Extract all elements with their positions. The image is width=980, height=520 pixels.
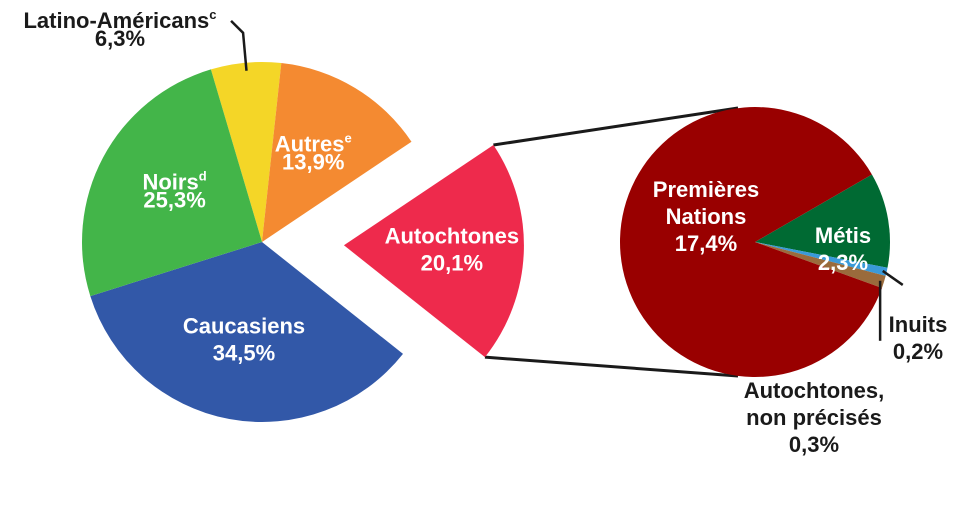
main-pie xyxy=(82,62,524,423)
slice-caucasiens xyxy=(90,242,403,423)
label-inuits: Inuits 0,2% xyxy=(889,312,948,364)
breakdown-pie xyxy=(619,107,890,378)
connector-line-top xyxy=(493,106,739,147)
slice-autres xyxy=(262,63,412,242)
label-caucasiens: Caucasiens 34,5% xyxy=(183,313,305,365)
sub-slice-autochtones-non-precises xyxy=(755,242,886,288)
sub-slice-metis xyxy=(755,174,890,268)
label-autochtones-non-precises: Autochtones, non précisés 0,3% xyxy=(744,378,885,457)
label-autochtones: Autochtones 20,1% xyxy=(385,224,519,276)
sub-slice-inuits xyxy=(755,242,888,276)
label-premieres-nations: Premières Nations 17,4% xyxy=(653,177,759,256)
slice-latino-americans xyxy=(210,62,282,242)
slice-noirs xyxy=(82,69,263,297)
label-autres: Autrese 13,9% xyxy=(275,130,352,174)
label-metis: Métis 2,3% xyxy=(815,223,871,275)
connector-lines xyxy=(484,106,739,378)
slice-autochtones xyxy=(343,145,524,358)
label-noirs: Noirsd 25,3% xyxy=(142,169,206,213)
sub-slice-premieres-nations xyxy=(619,107,882,378)
connector-line-bottom xyxy=(484,355,739,378)
label-latino-americans: Latino-Américansc 6,3% xyxy=(23,7,216,51)
leader-line-inuits xyxy=(882,269,904,286)
slice-labels: Latino-Américansc 6,3% Autrese 13,9% Autocht… xyxy=(23,7,947,457)
leader-line-latino-americans xyxy=(230,19,248,71)
